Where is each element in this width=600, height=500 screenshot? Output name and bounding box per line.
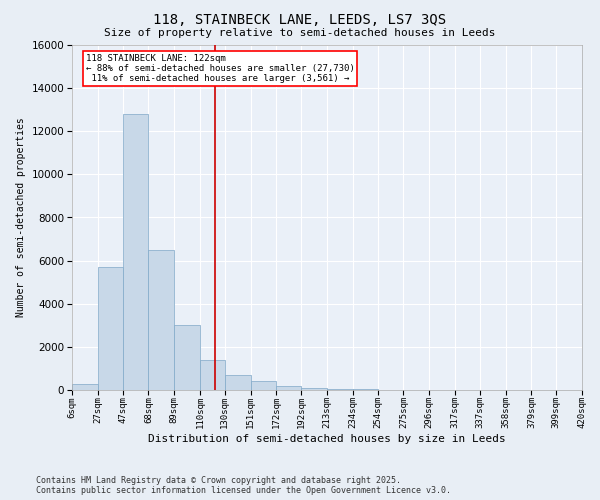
Text: 118 STAINBECK LANE: 122sqm
← 88% of semi-detached houses are smaller (27,730)
 1: 118 STAINBECK LANE: 122sqm ← 88% of semi… <box>86 54 355 84</box>
Bar <box>98 267 122 390</box>
Bar <box>251 382 277 390</box>
Bar <box>327 389 353 390</box>
Text: Contains HM Land Registry data © Crown copyright and database right 2025.
Contai: Contains HM Land Registry data © Crown c… <box>36 476 451 495</box>
Bar <box>174 326 200 390</box>
Bar <box>225 375 251 390</box>
Bar <box>148 250 174 390</box>
Bar <box>277 386 301 390</box>
Y-axis label: Number of semi-detached properties: Number of semi-detached properties <box>16 118 26 318</box>
X-axis label: Distribution of semi-detached houses by size in Leeds: Distribution of semi-detached houses by … <box>148 434 506 444</box>
Bar <box>200 360 225 390</box>
Text: Size of property relative to semi-detached houses in Leeds: Size of property relative to semi-detach… <box>104 28 496 38</box>
Bar <box>72 384 98 390</box>
Bar <box>301 388 327 390</box>
Bar <box>122 114 148 390</box>
Text: 118, STAINBECK LANE, LEEDS, LS7 3QS: 118, STAINBECK LANE, LEEDS, LS7 3QS <box>154 12 446 26</box>
